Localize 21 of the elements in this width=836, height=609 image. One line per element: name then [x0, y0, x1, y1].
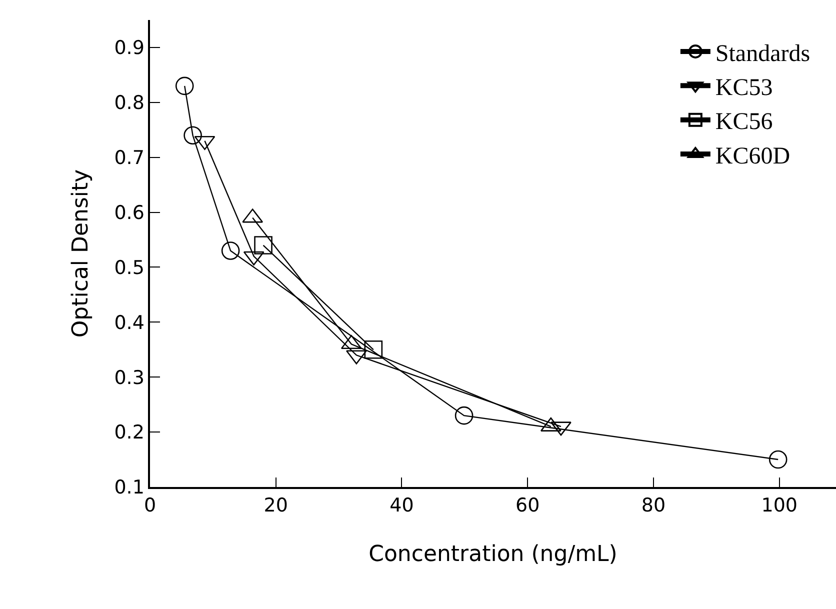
y-tick-label: 0.3 — [114, 366, 144, 389]
x-tick-label: 60 — [516, 494, 540, 517]
legend-label: KC60D — [715, 143, 790, 170]
x-tick-label: 80 — [641, 494, 666, 517]
y-tick-label: 0.8 — [114, 92, 144, 114]
x-tick-label: 40 — [390, 494, 414, 517]
legend-label: Standards — [715, 40, 810, 67]
y-tick-label: 0.4 — [114, 312, 144, 334]
y-tick-label: 0.6 — [114, 202, 144, 224]
y-tick-label: 0.2 — [114, 422, 144, 444]
y-tick-label: 0.9 — [114, 37, 144, 60]
legend-label: KC53 — [715, 75, 773, 101]
x-axis-title: Concentration (ng/mL) — [368, 542, 618, 567]
y-tick-label: 0.7 — [114, 147, 144, 169]
x-tick-label: 100 — [761, 494, 798, 517]
y-axis-title: Optical Density — [68, 169, 94, 338]
y-tick-label: 0.5 — [114, 256, 144, 279]
legend-label: KC56 — [715, 109, 773, 136]
x-tick-label: 20 — [264, 494, 288, 517]
y-tick-label: 0.1 — [114, 476, 144, 499]
x-tick-label: 0 — [144, 494, 156, 517]
